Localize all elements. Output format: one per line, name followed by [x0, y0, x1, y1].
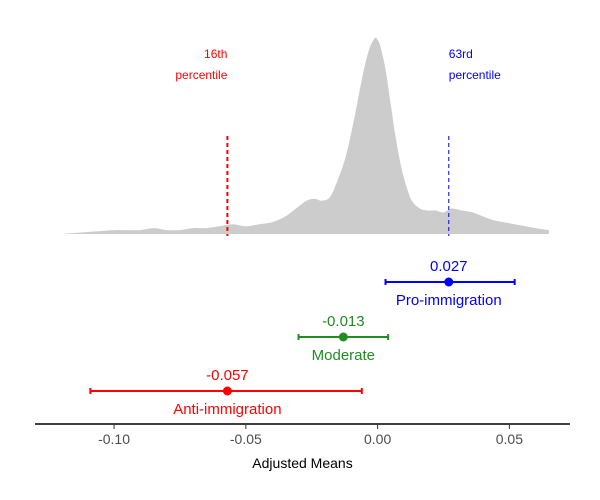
percentile-label-63rd-rank: 63rd [449, 47, 473, 61]
x-tick-label: 0.00 [364, 431, 391, 447]
point-pro-immigration [444, 277, 454, 287]
group-label-anti-immigration: Anti-immigration [173, 401, 281, 418]
series-moderate: -0.013 Moderate [297, 313, 390, 364]
x-axis-ticks: -0.10 -0.05 0.00 0.05 [98, 424, 523, 447]
x-tick-label: -0.05 [230, 431, 262, 447]
series-pro-immigration: 0.027 Pro-immigration [384, 258, 516, 309]
percentile-label-63rd-word: percentile [449, 68, 501, 82]
value-label-anti-immigration: -0.057 [206, 367, 249, 384]
x-axis-title: Adjusted Means [252, 455, 352, 471]
series-anti-immigration: -0.057 Anti-immigration [89, 367, 363, 418]
percentile-label-16th-word: percentile [175, 68, 227, 82]
point-anti-immigration [222, 386, 232, 396]
point-moderate [338, 332, 348, 342]
x-tick-label: 0.05 [496, 431, 523, 447]
group-label-moderate: Moderate [312, 347, 375, 364]
group-label-pro-immigration: Pro-immigration [396, 292, 502, 309]
value-label-pro-immigration: 0.027 [430, 258, 468, 275]
percentile-label-16th-rank: 16th [204, 47, 227, 61]
value-label-moderate: -0.013 [322, 313, 365, 330]
x-tick-label: -0.10 [98, 431, 130, 447]
